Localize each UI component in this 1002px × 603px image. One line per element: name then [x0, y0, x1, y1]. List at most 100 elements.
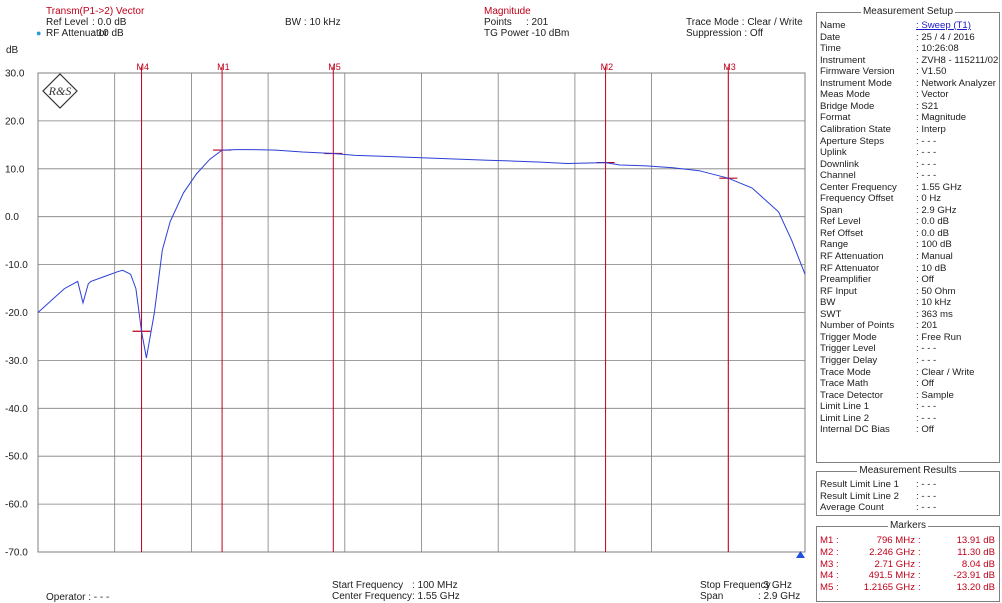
setup-row-value: : Manual [916, 251, 953, 262]
setup-row: Trace Mode: Clear / Write [820, 367, 997, 378]
grid [37, 72, 806, 553]
results-row-value: : - - - [916, 479, 937, 490]
setup-row-value: : Network Analyzer [916, 77, 996, 89]
markers: M1 M2 M3 M4 M5 [132, 62, 738, 552]
markers-panel: Markers M1 : 796 MHz 13.91 dB: M2 : 2.246 GH… [816, 520, 1000, 602]
setup-row: Uplink: - - - [820, 147, 997, 158]
setup-row-value: : 0.0 dB [916, 227, 950, 239]
marker-result-separator: : [918, 546, 921, 558]
stop-frequency-label: Stop Frequency [700, 580, 771, 591]
marker-result-separator: : [918, 535, 921, 546]
measurement-setup-title: Measurement Setup [860, 6, 956, 17]
start-frequency-label: Start Frequency [332, 580, 404, 591]
setup-row-value: : 10:26:08 [916, 43, 959, 55]
center-frequency-value: : 1.55 GHz [412, 591, 460, 602]
setup-row-value: : 10 dB [916, 262, 947, 274]
setup-row: Trigger Level: - - - [820, 343, 997, 354]
setup-row: Limit Line 1: - - - [820, 401, 997, 412]
marker-result-d: -23.91 dB [953, 570, 995, 582]
start-frequency-value: : 100 MHz [412, 580, 458, 591]
setup-row-value: : V1.50 [916, 66, 947, 78]
setup-row-key: Firmware Version [820, 66, 895, 78]
results-row-key: Result Limit Line 1 [820, 479, 899, 490]
setup-row-value: : Free Run [916, 331, 962, 343]
setup-row-value: : 363 ms [916, 308, 953, 320]
marker-result-separator: : [918, 558, 921, 570]
marker-label: M2 [601, 62, 614, 72]
setup-row-value: : - - - [916, 158, 937, 170]
rf-attenuator-label: RF Attenuator [46, 28, 108, 39]
setup-row: Trigger Mode : Free Run [820, 332, 997, 343]
setup-row: Bridge Mode: S21 [820, 101, 997, 112]
setup-row: Center Frequency: 1.55 GHz [820, 182, 997, 193]
y-tick-label: -40.0 [5, 404, 28, 415]
setup-row: Time : 10:26:08 [820, 43, 997, 54]
marker-result-k: M2 : [820, 546, 839, 558]
setup-row-key: Span [820, 204, 843, 216]
setup-row: Number of Points: 201 [820, 320, 997, 331]
format-title: Magnitude [484, 6, 531, 17]
marker-result-d: 13.20 dB [956, 582, 995, 594]
bandwidth: BW : 10 kHz [285, 17, 341, 28]
trace-chart: 30.0 20.0 10.0 0.0 -10.0 -20.0 -30.0 -40.0 -50.0… [5, 45, 806, 559]
setup-row-value: : Off [916, 424, 934, 436]
marker-result-k: M4 : [820, 570, 839, 582]
setup-row-value: : 0.0 dB [916, 216, 950, 228]
setup-row: Aperture Steps: - - - [820, 136, 997, 147]
setup-row-value: : Sample [916, 389, 954, 401]
measurement-setup-panel: Measurement Setup Name: Sweep (T1) Date : … [816, 6, 1000, 463]
tg-power-value: : -10 dBm [526, 28, 570, 39]
setup-row-value[interactable]: : Sweep (T1) [916, 20, 971, 31]
setup-row-value: : S21 [916, 100, 939, 112]
y-tick-label: -60.0 [5, 500, 28, 511]
setup-row-value: : 100 dB [916, 239, 952, 251]
suppression: Suppression : Off [686, 28, 764, 39]
setup-row-value: : Off [916, 274, 934, 286]
setup-row-key: Ref Level [820, 216, 861, 228]
setup-row-value: : Magnitude [916, 112, 967, 124]
marker-result-d: 8.04 dB [961, 558, 995, 570]
points-value: : 201 [526, 17, 549, 28]
setup-row-value: : 50 Ohm [916, 285, 956, 297]
trace-title: Transm(P1->2) Vector [46, 6, 145, 17]
stop-frequency-value: : 3 GHz [758, 580, 792, 591]
setup-row-key: Time [820, 43, 841, 55]
marker-result-d: 13.91 dB [956, 535, 995, 546]
setup-row-value: : ZVH8 - 115211/02 [916, 54, 999, 66]
setup-row-key: Meas Mode [820, 89, 871, 101]
marker-result-f: 2.246 GHz [869, 546, 915, 558]
span-label: Span [700, 591, 724, 602]
marker-result-f: 796 MHz [876, 535, 915, 546]
setup-row: BW: 10 kHz [820, 297, 997, 308]
setup-row-key: Date [820, 31, 841, 43]
setup-row-key: Format [820, 112, 851, 124]
marker-result-f: 1.2165 GHz [863, 582, 915, 594]
y-tick-label: 20.0 [5, 116, 25, 127]
setup-row-key: Downlink [820, 158, 859, 170]
setup-row-value: : Clear / Write [916, 366, 975, 378]
setup-row: Firmware Version : V1.50 [820, 66, 997, 77]
setup-row-key: Ref Offset [820, 227, 864, 239]
setup-row: Downlink : - - - [820, 159, 997, 170]
ref-level-value: : 0.0 dB [92, 17, 127, 28]
setup-row: Preamplifier: Off [820, 274, 997, 285]
y-tick-label: -10.0 [5, 260, 28, 271]
setup-row-key: Trigger Mode [820, 331, 877, 343]
ref-level-label: Ref Level [46, 17, 89, 28]
marker-result-d: 11.30 dB [957, 546, 995, 558]
setup-row-key: Aperture Steps [820, 135, 884, 147]
marker-result-k: M1 : [820, 535, 839, 546]
trace-series [37, 149, 806, 359]
setup-row-value: : 10 kHz [916, 297, 952, 309]
setup-row-value: : 0 Hz [916, 193, 942, 205]
y-tick-label: 0.0 [5, 212, 19, 223]
setup-row-value: : - - - [916, 343, 937, 355]
y-tick-label: 30.0 [5, 69, 25, 80]
setup-row: Ref Offset : 0.0 dB [820, 228, 997, 239]
setup-row-key: Trace Math [820, 378, 869, 390]
marker-label: M5 [328, 62, 341, 72]
center-frequency-label: Center Frequency [332, 591, 413, 602]
setup-row-key: Channel [820, 170, 856, 182]
setup-row[interactable]: Name: Sweep (T1) [820, 20, 997, 31]
trace-mode: Trace Mode : Clear / Write [686, 17, 803, 28]
